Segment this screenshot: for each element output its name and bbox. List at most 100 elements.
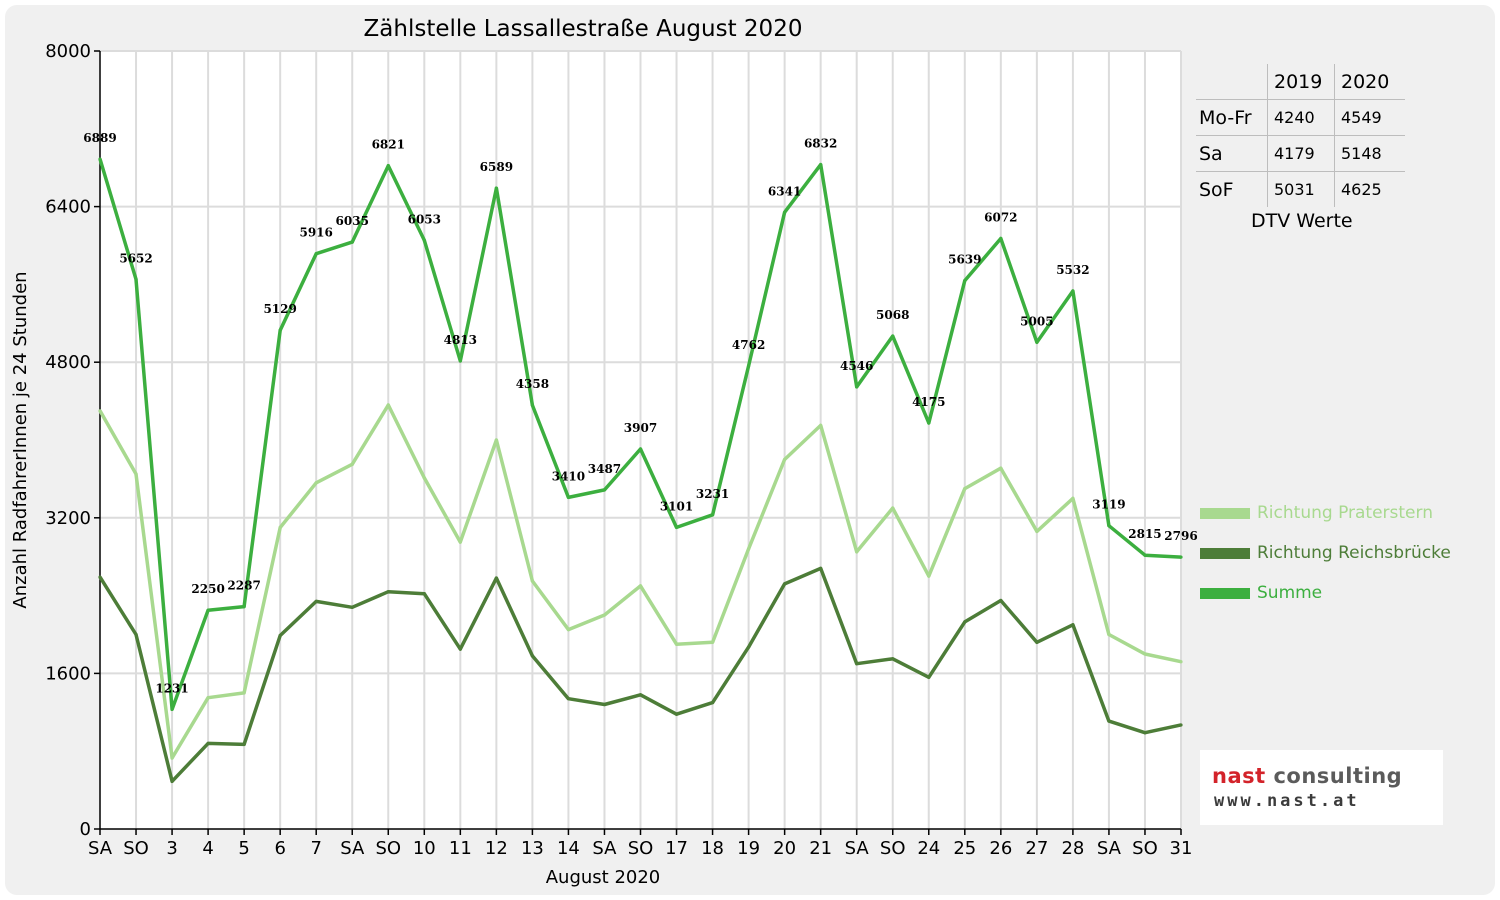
data-label: 5916 [299,226,332,240]
x-axis-title: August 2020 [546,867,661,888]
y-tick-label: 6400 [45,197,91,218]
data-point [1071,623,1075,627]
dtv-row-label: Mo-Fr [1196,99,1268,136]
data-label: 3410 [552,469,585,483]
data-point [638,693,643,697]
dtv-cell: 5031 [1267,171,1335,207]
data-point [530,403,535,407]
data-point [422,476,426,480]
x-tick-label: 28 [1061,838,1084,859]
data-label: 2250 [191,582,224,596]
data-label: 6072 [984,210,1017,224]
data-point [242,691,246,695]
data-label: 3101 [660,499,693,513]
data-label: 4813 [444,333,477,347]
data-point [855,385,859,389]
data-point [98,157,102,161]
dtv-col-header-2020: 2020 [1334,64,1405,100]
legend-item-reichsbruecke: Richtung Reichsbrücke [1200,533,1451,573]
x-tick-label: 19 [737,838,760,859]
data-point [963,620,967,624]
dtv-corner-cell [1196,64,1268,100]
data-label: 6341 [768,184,801,198]
data-label: 6832 [804,137,837,151]
dtv-cell: 4549 [1334,99,1405,136]
data-label: 3907 [624,421,657,435]
data-point [1107,719,1111,723]
data-label: 5129 [263,302,296,316]
data-point [278,525,282,530]
logo-name: nast consulting [1212,764,1403,788]
data-label: 3487 [588,462,621,476]
data-label: 1231 [155,681,188,695]
x-tick-label: SO [375,838,401,859]
data-point [566,697,571,701]
data-point [458,359,462,363]
data-point [602,702,607,707]
chart-axes: 0 1600 3200 4800 6400 8000 SA SO 3 4 5 6 7 SA SO 10 11 12… [45,41,1192,859]
data-point [999,598,1003,603]
x-tick-label: 5 [238,838,249,859]
dtv-caption: DTV Werte [1251,210,1353,232]
chart-title: Zählstelle Lassallestraße August 2020 [364,16,803,42]
x-tick-label: 21 [809,838,832,859]
x-tick-label: SA [592,838,617,859]
data-point [494,438,498,442]
data-point [1143,553,1147,557]
data-point [999,236,1003,241]
legend-item-summe: Summe [1200,573,1451,613]
data-point [747,645,751,649]
data-point [278,328,282,332]
data-point [242,742,246,746]
data-point [98,575,102,579]
data-point [1071,496,1075,500]
x-tick-label: 27 [1025,838,1048,859]
y-tick-label: 4800 [45,352,91,373]
data-point [386,164,390,168]
data-point [530,579,535,583]
data-point [386,590,390,594]
data-label: 5532 [1056,263,1089,277]
x-tick-label: SA [88,838,113,859]
x-tick-label: SA [845,838,870,859]
data-label: 4762 [732,338,765,352]
dtv-table: 2019 2020 Mo-Fr 4240 4549 Sa 4179 5148 S… [1196,64,1405,207]
data-point [855,662,859,666]
x-tick-label: SA [340,838,365,859]
x-tick-label: 26 [989,838,1012,859]
data-point [206,696,210,700]
x-tick-label: 24 [917,838,940,859]
data-point [602,488,607,492]
data-point [638,447,643,451]
y-tick-label: 8000 [45,41,91,62]
data-point [350,605,354,609]
legend-item-praterstern: Richtung Praterstern [1200,493,1451,533]
dtv-cell: 5148 [1334,135,1405,172]
data-point [494,186,498,190]
data-point [891,657,895,661]
data-point [1179,555,1183,559]
data-point [710,700,715,705]
data-label: 6889 [83,131,116,145]
data-point [891,334,895,338]
data-point [710,513,715,517]
data-point [422,238,426,242]
x-tick-label: SO [123,838,149,859]
data-point [494,576,498,580]
data-point [1071,289,1075,293]
data-label: 3231 [696,487,729,501]
data-point [747,364,751,368]
data-point [1143,731,1147,735]
data-point [747,547,751,551]
data-label: 2815 [1128,527,1161,541]
data-point [602,613,607,617]
data-point [819,162,823,167]
data-point [927,574,931,578]
data-point [386,403,390,407]
legend-label: Richtung Reichsbrücke [1257,543,1451,563]
legend-swatch [1200,547,1250,559]
data-label: 5639 [948,253,981,267]
data-point [422,592,426,596]
data-point [350,240,354,244]
data-label: 6821 [372,138,405,152]
